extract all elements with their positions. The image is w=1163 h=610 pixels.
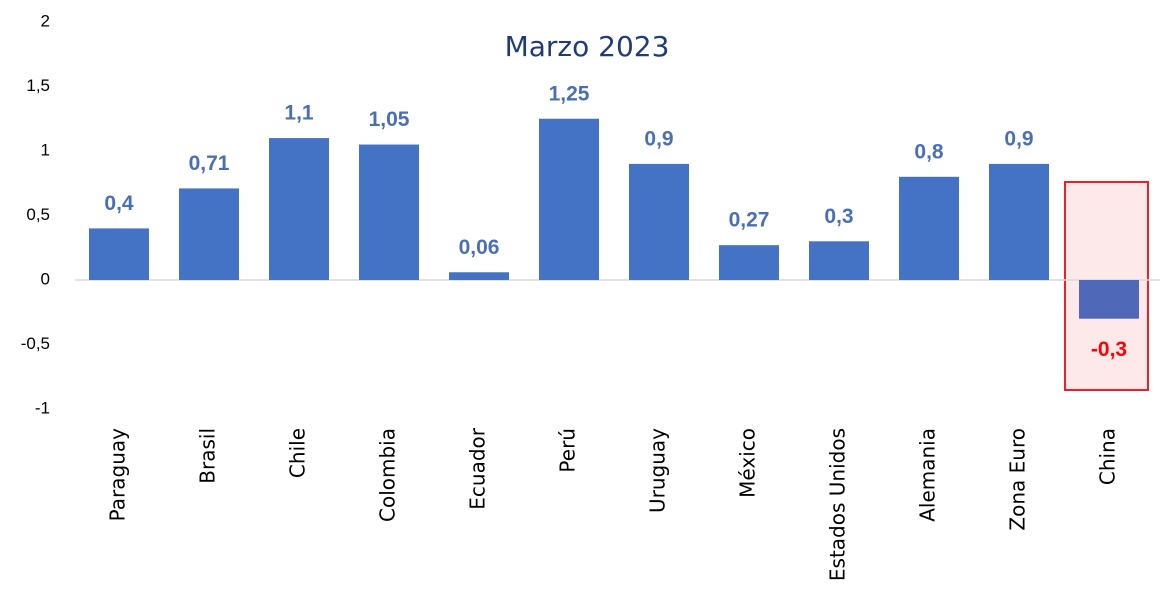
x-tick-label: Brasil xyxy=(196,428,220,484)
x-tick-label: Perú xyxy=(556,428,580,473)
bar xyxy=(1079,280,1139,319)
x-tick-label: China xyxy=(1096,428,1120,485)
bar xyxy=(809,241,869,280)
x-tick-label: Estados Unidos xyxy=(826,428,850,581)
value-label: 0,4 xyxy=(104,192,134,215)
value-label: 0,9 xyxy=(644,127,673,150)
y-tick-label: 1,5 xyxy=(26,76,50,95)
bar xyxy=(989,163,1049,280)
bar xyxy=(179,188,239,280)
value-label: 0,3 xyxy=(824,205,853,228)
value-label: 0,27 xyxy=(729,209,770,232)
value-label: 0,9 xyxy=(1004,127,1033,150)
y-tick-label: 2 xyxy=(41,11,50,30)
value-label: -0,3 xyxy=(1091,338,1127,361)
y-tick-label: 0,5 xyxy=(26,205,50,224)
value-label: 0,06 xyxy=(459,236,500,259)
x-tick-label: Zona Euro xyxy=(1006,428,1030,531)
y-tick-label: -1 xyxy=(35,398,50,417)
bar xyxy=(539,118,599,280)
x-tick-label: Chile xyxy=(286,428,310,478)
y-tick-label: 0 xyxy=(41,269,50,288)
x-tick-label: Alemania xyxy=(916,428,940,522)
x-tick-label: Paraguay xyxy=(106,428,130,522)
y-tick-label: -0,5 xyxy=(21,334,50,353)
x-tick-label: Colombia xyxy=(376,428,400,522)
y-tick-label: 1 xyxy=(41,140,50,159)
bar xyxy=(359,144,419,280)
bar xyxy=(899,176,959,280)
value-label: 0,8 xyxy=(914,140,944,163)
bar xyxy=(269,138,329,280)
bar xyxy=(449,272,509,280)
value-label: 1,05 xyxy=(369,108,410,131)
x-tick-label: Ecuador xyxy=(466,427,490,509)
bar xyxy=(89,228,149,280)
value-label: 1,25 xyxy=(549,82,590,105)
x-tick-label: México xyxy=(736,428,760,498)
bar xyxy=(719,245,779,280)
chart-title: Marzo 2023 xyxy=(505,30,670,63)
value-label: 1,1 xyxy=(284,102,314,125)
x-tick-label: Uruguay xyxy=(646,428,670,513)
bar xyxy=(629,163,689,280)
value-label: 0,71 xyxy=(189,152,230,175)
